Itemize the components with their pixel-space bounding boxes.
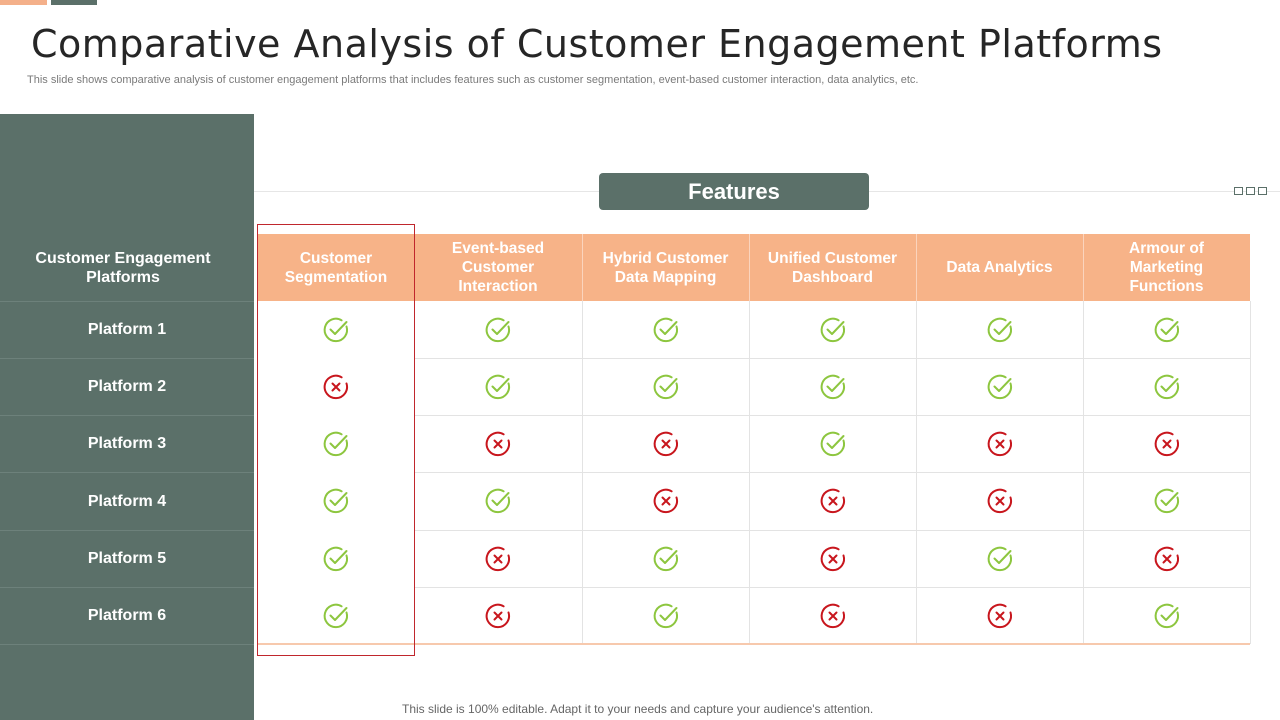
cross-circle-icon (987, 603, 1012, 628)
cross-circle-icon (987, 488, 1012, 514)
check-circle-icon (820, 317, 845, 342)
cross-circle-icon (1154, 546, 1179, 571)
column-header: Data Analytics (916, 234, 1083, 301)
grid-line (414, 415, 1250, 416)
check-circle-icon (653, 317, 678, 342)
check-circle-icon (1154, 603, 1179, 628)
page-title: Comparative Analysis of Customer Engagem… (31, 22, 1163, 66)
column-header-label: Hybrid Customer Data Mapping (602, 249, 729, 286)
column-header: Event-based Customer Interaction (414, 234, 582, 301)
slide-nav-square-icon (1234, 187, 1243, 195)
platform-row-label: Platform 5 (0, 530, 254, 587)
grid-line (414, 587, 1250, 588)
check-circle-icon (323, 546, 349, 571)
platform-row-label: Platform 2 (0, 358, 254, 415)
column-header: Hybrid Customer Data Mapping (582, 234, 749, 301)
platform-row-label: Platform 1 (0, 301, 254, 358)
check-circle-icon (1154, 374, 1179, 399)
check-circle-icon (323, 317, 349, 342)
cross-circle-icon (820, 603, 845, 628)
check-circle-icon (653, 603, 678, 628)
header-separator (749, 234, 750, 301)
check-circle-icon (1154, 488, 1179, 514)
check-circle-icon (653, 374, 678, 399)
cross-circle-icon (323, 374, 349, 399)
column-header-label: Unified Customer Dashboard (767, 249, 898, 286)
cross-circle-icon (485, 603, 511, 628)
cross-circle-icon (1154, 431, 1179, 456)
platform-row-label: Platform 4 (0, 472, 254, 530)
check-circle-icon (485, 317, 511, 342)
column-header: Armour of Marketing Functions (1083, 234, 1250, 301)
grid-line (414, 530, 1250, 531)
grid-line (414, 358, 1250, 359)
check-circle-icon (485, 488, 511, 514)
cross-circle-icon (485, 431, 511, 456)
cross-circle-icon (485, 546, 511, 571)
slide-nav-square-icon (1258, 187, 1267, 195)
check-circle-icon (820, 431, 845, 456)
platform-row-label: Platform 3 (0, 415, 254, 472)
platform-row-label: Platform 6 (0, 587, 254, 644)
slide-nav-square-icon (1246, 187, 1255, 195)
row-header-label: Customer Engagement Platforms (35, 249, 211, 286)
column-header: Unified Customer Dashboard (749, 234, 916, 301)
column-header-label: Event-based Customer Interaction (451, 240, 545, 295)
page-subtitle: This slide shows comparative analysis of… (27, 74, 919, 86)
column-header-label: Customer Segmentation (284, 249, 388, 286)
cross-circle-icon (820, 546, 845, 571)
check-circle-icon (987, 374, 1012, 399)
cross-circle-icon (653, 431, 678, 456)
check-circle-icon (820, 374, 845, 399)
cross-circle-icon (653, 488, 678, 514)
check-circle-icon (323, 431, 349, 456)
column-header: Customer Segmentation (258, 234, 414, 301)
check-circle-icon (987, 546, 1012, 571)
customer-segmentation-highlight (257, 224, 415, 656)
accent-bar-orange (0, 0, 47, 5)
header-separator (1083, 234, 1084, 301)
platform-sidebar (0, 114, 254, 720)
features-label: Features (599, 173, 869, 210)
footer-note: This slide is 100% editable. Adapt it to… (402, 702, 874, 716)
sidebar-divider (0, 644, 254, 645)
check-circle-icon (323, 603, 349, 628)
cross-circle-icon (820, 488, 845, 514)
header-separator (916, 234, 917, 301)
cross-circle-icon (987, 431, 1012, 456)
table-bottom-border (258, 643, 1250, 645)
header-separator (582, 234, 583, 301)
accent-bar-gray (51, 0, 97, 5)
check-circle-icon (653, 546, 678, 571)
check-circle-icon (323, 488, 349, 514)
grid-line (414, 472, 1250, 473)
check-circle-icon (1154, 317, 1179, 342)
grid-line (1250, 301, 1251, 644)
column-header-label: Armour of Marketing Functions (1129, 240, 1204, 295)
check-circle-icon (485, 374, 511, 399)
column-header-label: Data Analytics (946, 259, 1053, 276)
check-circle-icon (987, 317, 1012, 342)
